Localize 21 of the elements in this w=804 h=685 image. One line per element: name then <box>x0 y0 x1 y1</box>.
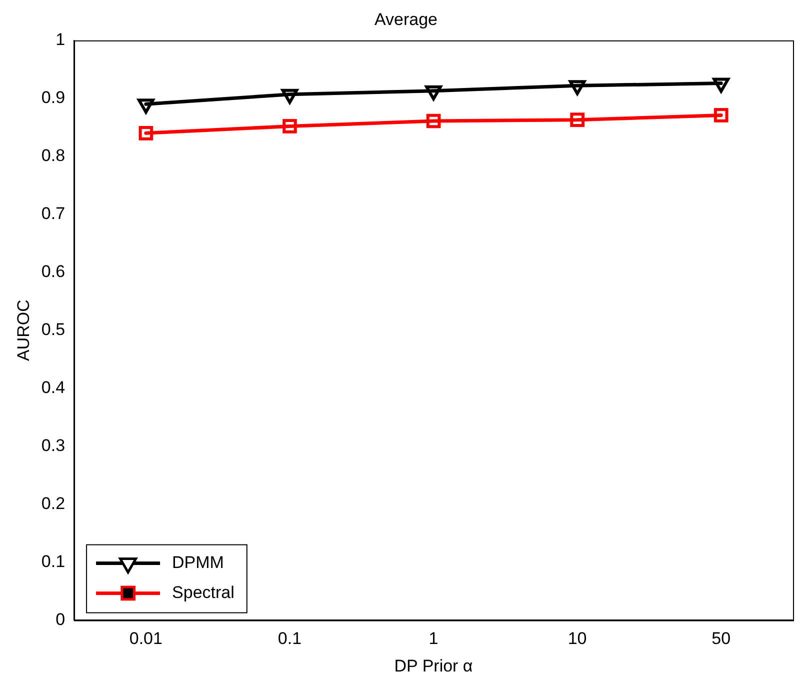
x-tick-label: 0.1 <box>278 629 302 648</box>
y-tick-label: 1 <box>56 30 66 50</box>
x-tick-label: 10 <box>568 629 587 648</box>
y-tick-label: 0 <box>56 610 66 629</box>
chart-title: Average <box>374 10 438 29</box>
x-tick-label: 1 <box>428 629 438 648</box>
x-tick-label: 0.01 <box>129 629 162 648</box>
legend-label: DPMM <box>172 552 224 572</box>
y-tick-label: 0.9 <box>41 88 66 108</box>
y-tick-label: 0.6 <box>41 262 66 282</box>
y-tick-label: 0.1 <box>41 552 66 571</box>
y-tick-label: 0.4 <box>41 378 66 397</box>
legend-label: Spectral <box>172 582 234 602</box>
y-tick-label: 0.7 <box>41 204 66 224</box>
x-axis-title: DP Prior α <box>394 656 473 676</box>
y-tick-label: 0.3 <box>41 436 66 455</box>
y-tick-label: 0.2 <box>41 494 66 513</box>
y-tick-label: 0.5 <box>41 320 66 339</box>
y-axis-title: AUROC <box>14 300 33 362</box>
x-tick-label: 50 <box>712 629 731 648</box>
y-tick-label: 0.8 <box>41 146 66 166</box>
